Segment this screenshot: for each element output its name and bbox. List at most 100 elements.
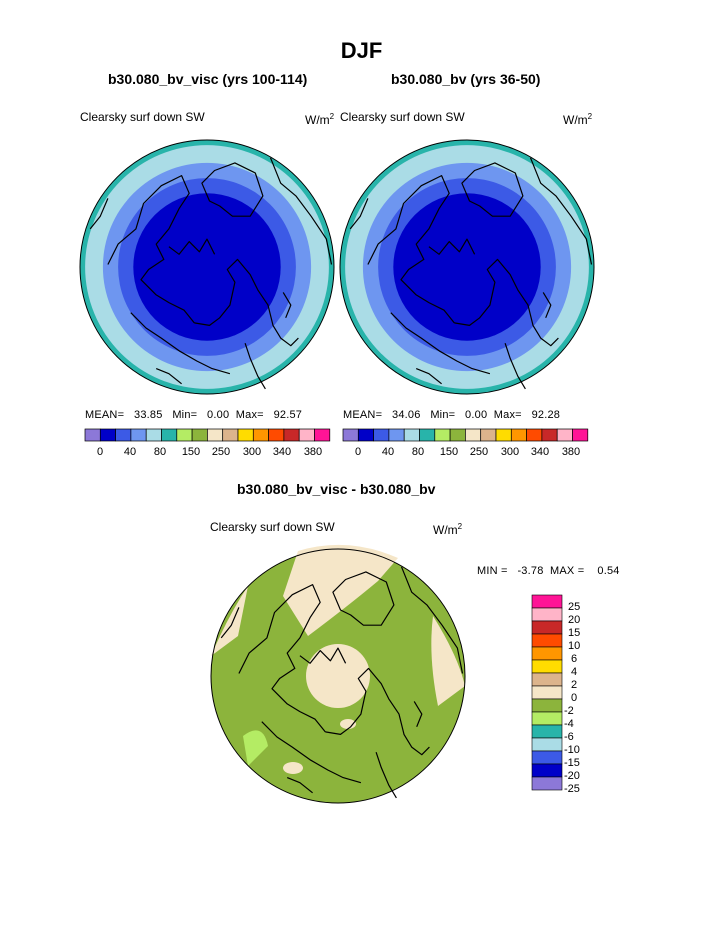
cbd-tick-13: -20 xyxy=(564,770,580,782)
cb1-swatch-6 xyxy=(176,428,193,442)
cb1-tick-1: 40 xyxy=(123,446,137,458)
cbd-tick-8: -2 xyxy=(564,705,574,717)
cb1-tick-5: 300 xyxy=(242,446,262,458)
map2-coastline-0 xyxy=(367,175,455,324)
diffmap-coastline-8 xyxy=(286,777,313,794)
cbd-tick-9: -4 xyxy=(564,718,574,730)
map1-coastline-6 xyxy=(168,238,216,255)
panel1-stats: MEAN= 33.85 Min= 0.00 Max= 92.57 xyxy=(85,409,303,421)
cb2-swatch-15 xyxy=(572,428,589,442)
cb1-swatch-4 xyxy=(145,428,162,442)
panel2-field-label: Clearsky surf down SW xyxy=(340,110,465,124)
cb1-swatch-7 xyxy=(191,428,208,442)
diffmap-coastline-3 xyxy=(400,566,464,674)
cb1-swatch-14 xyxy=(298,428,315,442)
panel2-units: W/m2 xyxy=(563,112,593,127)
cbd-tick-12: -15 xyxy=(564,757,580,769)
diff-field-label: Clearsky surf down SW xyxy=(210,520,335,534)
diffmap-coastline-7 xyxy=(220,607,240,639)
cbd-swatch-9 xyxy=(531,711,563,726)
map1-coastline-2 xyxy=(201,162,264,217)
map1-band-4 xyxy=(133,193,281,341)
cb2-swatch-5 xyxy=(419,428,436,442)
map2-border xyxy=(339,139,595,395)
map2-coastline-2 xyxy=(461,162,524,217)
cb1-tick-6: 340 xyxy=(272,446,292,458)
cbd-tick-10: -6 xyxy=(564,731,574,743)
map1-coastline-5 xyxy=(244,343,266,390)
cbd-swatch-10 xyxy=(531,724,563,739)
cbd-swatch-4 xyxy=(531,646,563,661)
cbd-swatch-0 xyxy=(531,594,563,609)
cbd-swatch-6 xyxy=(531,672,563,687)
cb2-tick-6: 340 xyxy=(530,446,550,458)
cb1-swatch-1 xyxy=(99,428,116,442)
cbd-tick-14: -25 xyxy=(564,783,580,795)
cb1-swatch-15 xyxy=(314,428,331,442)
cb2-swatch-4 xyxy=(403,428,420,442)
cb2-tick-0: 0 xyxy=(354,446,362,458)
cb1-swatch-0 xyxy=(84,428,101,442)
cbd-swatch-14 xyxy=(531,776,563,791)
map1-coastline-7 xyxy=(89,198,109,230)
diff-subtitle: b30.080_bv_visc - b30.080_bv xyxy=(237,481,436,497)
diffmap-region-west xyxy=(211,586,248,656)
diffmap-border xyxy=(210,548,466,804)
cb2-tick-1: 40 xyxy=(381,446,395,458)
diff-units: W/m2 xyxy=(433,522,463,537)
panel2-stats: MEAN= 34.06 Min= 0.00 Max= 92.28 xyxy=(343,409,561,421)
diffmap-coastline-6 xyxy=(299,647,347,664)
cb2-swatch-9 xyxy=(480,428,497,442)
cbd-swatch-12 xyxy=(531,750,563,765)
map2-coastline-8 xyxy=(415,368,442,385)
cbd-swatch-3 xyxy=(531,633,563,648)
cbd-tick-6: 2 xyxy=(571,679,578,691)
cb2-swatch-8 xyxy=(465,428,482,442)
panel1-units: W/m2 xyxy=(305,112,335,127)
cb2-swatch-12 xyxy=(526,428,543,442)
cb2-swatch-7 xyxy=(449,428,466,442)
cb1-swatch-3 xyxy=(130,428,147,442)
map1-coastline-3 xyxy=(269,157,333,265)
cbd-swatch-7 xyxy=(531,685,563,700)
cb2-tick-4: 250 xyxy=(469,446,489,458)
cbd-tick-7: 0 xyxy=(571,692,578,704)
cb1-swatch-12 xyxy=(268,428,285,442)
cbd-tick-1: 20 xyxy=(568,614,581,626)
cb1-tick-4: 250 xyxy=(211,446,231,458)
cb2-swatch-10 xyxy=(495,428,512,442)
cbd-tick-5: 4 xyxy=(571,666,578,678)
diffmap-coastline-0 xyxy=(238,584,326,733)
diffmap-coastline-2 xyxy=(332,571,395,626)
cb2-swatch-1 xyxy=(357,428,374,442)
cb1-tick-3: 150 xyxy=(181,446,201,458)
cb2-swatch-14 xyxy=(556,428,573,442)
cb1-swatch-2 xyxy=(115,428,132,442)
cbd-tick-3: 10 xyxy=(568,640,581,652)
cb1-swatch-13 xyxy=(283,428,300,442)
cbd-tick-4: 6 xyxy=(571,653,578,665)
cb2-tick-3: 150 xyxy=(439,446,459,458)
map2-coastline-3 xyxy=(529,157,593,265)
map2-coastline-5 xyxy=(504,343,526,390)
cb2-swatch-0 xyxy=(342,428,359,442)
map1-coastline-4 xyxy=(130,312,231,375)
cb1-swatch-9 xyxy=(222,428,239,442)
cb1-swatch-11 xyxy=(252,428,269,442)
cb2-swatch-11 xyxy=(510,428,527,442)
cb1-tick-7: 380 xyxy=(303,446,323,458)
cb2-swatch-6 xyxy=(434,428,451,442)
map1-border xyxy=(79,139,335,395)
panel2-subtitle: b30.080_bv (yrs 36-50) xyxy=(391,71,541,87)
panel1-field-label: Clearsky surf down SW xyxy=(80,110,205,124)
diffmap-region-south xyxy=(283,762,303,774)
map1-coastline-9 xyxy=(282,292,292,319)
page-title: DJF xyxy=(340,38,383,63)
cbd-swatch-1 xyxy=(531,607,563,622)
map1-coastline-1 xyxy=(194,258,299,347)
diffmap-coastline-9 xyxy=(413,701,423,728)
cbd-swatch-2 xyxy=(531,620,563,635)
cbd-swatch-13 xyxy=(531,763,563,778)
cb2-tick-2: 80 xyxy=(411,446,425,458)
